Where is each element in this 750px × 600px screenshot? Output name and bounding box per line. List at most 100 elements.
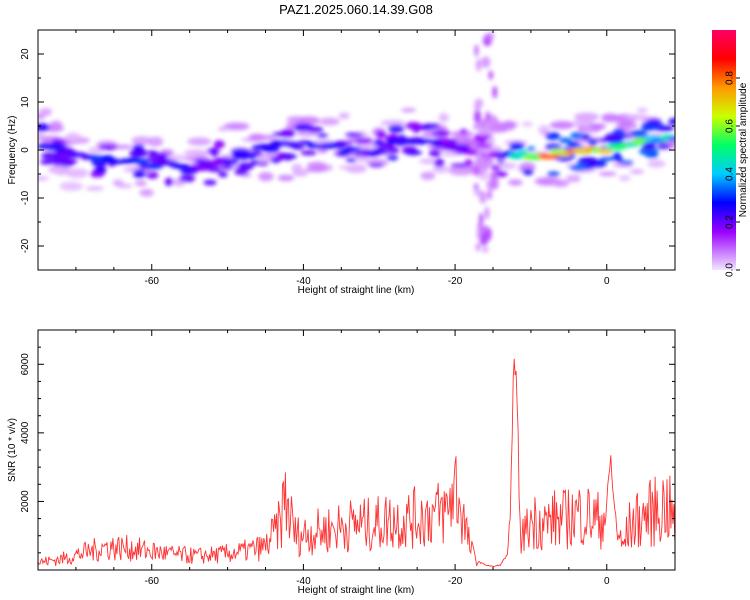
spectrogram-blob [637, 108, 648, 112]
spectrogram-blob [320, 118, 340, 126]
y-tick-label: 0 [20, 147, 31, 153]
spectrogram-blob [590, 123, 607, 129]
spectrogram-blob [420, 172, 435, 181]
spectrogram-blob [545, 132, 560, 140]
y-tick-label: -20 [20, 238, 31, 253]
spectrogram-blob [346, 158, 357, 162]
spectrogram-blob [570, 132, 582, 139]
x-tick-label: -60 [145, 576, 160, 587]
spectrogram-ridge-blob [542, 155, 558, 159]
spectrogram-blob [641, 124, 657, 131]
spectrogram-blob [187, 137, 211, 145]
spectrogram-blob [489, 176, 498, 190]
spectrogram-blob [552, 180, 569, 187]
spectrogram-blob [375, 130, 386, 138]
colorbar-tick-label: 0.6 [725, 119, 736, 133]
spectrogram-blob [207, 148, 220, 154]
x-tick-label: -20 [448, 576, 463, 587]
y-tick-label: 2000 [20, 490, 31, 513]
spectrogram-ridge-blob [291, 145, 304, 150]
x-tick-label: 0 [604, 276, 610, 287]
spectrogram-blob [647, 160, 665, 168]
spectrogram-ridge-blob [333, 143, 346, 149]
spectrogram-blob [307, 126, 324, 132]
x-tick-label: -20 [448, 276, 463, 287]
spectrogram-blob [214, 140, 225, 148]
colorbar-label: Normalized spectral amplitude [738, 82, 749, 217]
spectrogram-blob [483, 39, 491, 45]
spectrogram-panel: -60 -40 -20 0 -20-1001020 Height of straigh… [7, 30, 682, 296]
spectrogram-blob [221, 165, 232, 169]
spectrogram-blob [345, 133, 363, 138]
spectrogram-blob [258, 162, 269, 166]
spectrogram-blob [146, 171, 158, 178]
spectrogram-blob [485, 207, 490, 220]
spectrogram-blob [412, 124, 421, 133]
spectrogram-blob [65, 133, 81, 141]
spectrogram-blob [278, 175, 294, 182]
spectrogram-blob [578, 157, 597, 165]
colorbar-tick-label: 0.4 [725, 167, 736, 181]
snr-panel: -60 -40 -20 0 2000 4000 6000 Height of straig… [7, 330, 675, 596]
spectrogram-ridge-blob [222, 159, 238, 165]
spectrogram-blob [204, 180, 217, 186]
spectrogram-ridge-blob [263, 147, 279, 152]
spectrogram-blob [487, 228, 492, 240]
y-tick-label: 10 [20, 96, 31, 108]
spectrogram-blob [476, 243, 480, 251]
spectrogram-blob [630, 169, 644, 174]
spectrogram-blob [476, 59, 481, 72]
spectrogram-blob [99, 144, 118, 150]
spectrogram-blob [388, 125, 404, 133]
snr-y-label: SNR (10 * v/v) [7, 418, 18, 482]
spectrogram-blob [317, 134, 328, 138]
spectrogram-blob [625, 114, 650, 120]
spectrogram-blob [482, 246, 489, 253]
spectrogram-blob [477, 148, 483, 159]
spectrogram-blob [139, 189, 153, 197]
spectrogram-blob [588, 139, 597, 146]
spectrogram-blob [401, 108, 416, 112]
spectrogram-blob [165, 178, 174, 186]
spectrogram-blob [148, 137, 163, 147]
spectrogram-blob [307, 162, 327, 169]
colorbar-bar [712, 30, 736, 270]
spectrogram-blob [509, 142, 525, 150]
spectrogram-blob [280, 153, 297, 159]
spectrogram-blob [450, 163, 469, 167]
spectrogram-blob [354, 138, 373, 144]
spectrogram-blob [481, 56, 490, 68]
spectrogram-blob [485, 111, 490, 122]
spectrogram-ridge-blob [58, 148, 73, 153]
spectrogram-blob [474, 110, 481, 124]
spectrogram-blob [547, 172, 560, 177]
figure-title: PAZ1.2025.060.14.39.G08 [279, 2, 433, 17]
spectrogram-blob [497, 159, 505, 163]
y-tick-label: 4000 [20, 421, 31, 444]
spectrogram-blob [474, 98, 483, 108]
spectrogram-blob [479, 191, 486, 204]
spectrogram-blob [502, 121, 516, 131]
spectrogram-y-label: Frequency (Hz) [7, 116, 18, 185]
spectrogram-blob [605, 133, 624, 142]
spectrogram-blob [293, 170, 308, 176]
spectrogram-blob [50, 121, 62, 126]
spectrogram-blob [346, 164, 367, 173]
spectrogram-blob [488, 187, 492, 199]
spectrogram-x-label: Height of straight line (km) [298, 285, 415, 296]
spectrogram-blob [474, 44, 479, 56]
spectrogram-blob [508, 179, 523, 185]
spectrogram-blob [184, 149, 208, 155]
spectrogram-blob [430, 131, 445, 136]
y-tick-label: -10 [20, 190, 31, 205]
spectrogram-blob [475, 144, 492, 149]
spectrogram-blob [421, 123, 440, 129]
spectrogram-blob [429, 149, 440, 156]
spectrogram-blob [405, 150, 422, 155]
spectrogram-ridge-blob [242, 152, 258, 159]
spectrogram-blob [116, 184, 132, 188]
spectrogram-ridge-blob [668, 136, 680, 141]
spectrogram-blob [619, 175, 631, 181]
x-tick-label: -60 [145, 276, 160, 287]
spectrogram-blob [300, 150, 316, 155]
